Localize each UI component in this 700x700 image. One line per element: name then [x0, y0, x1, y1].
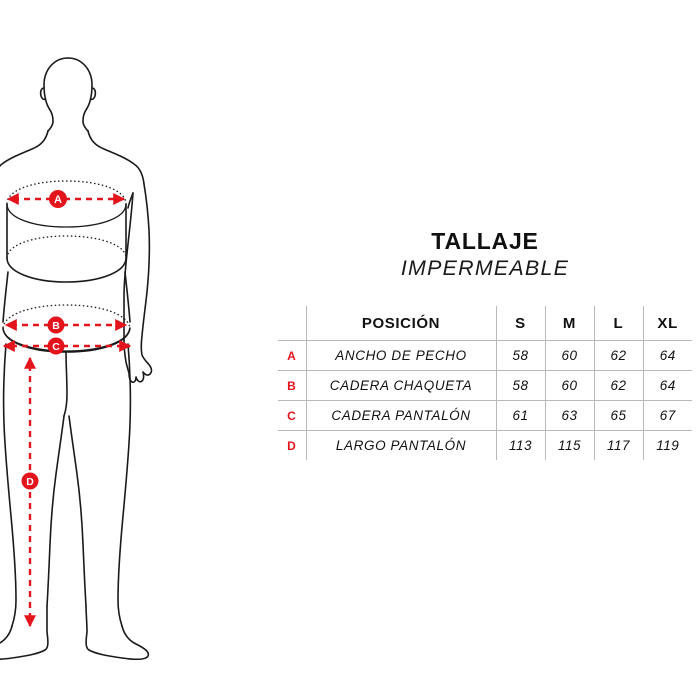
cell-c-xl: 67	[642, 400, 692, 431]
size-table-body: A ANCHO DE PECHO 58 60 62 64 B CADERA CH…	[278, 340, 692, 460]
cell-d-xl: 119	[642, 430, 692, 460]
measure-a-badge	[49, 190, 67, 208]
column-header-size-xl: XL	[642, 306, 692, 341]
measurement-line-b: B	[4, 316, 128, 334]
page-subtitle: IMPERMEABLE	[400, 257, 570, 280]
cell-c-l: 65	[593, 400, 644, 431]
cell-b-l: 62	[593, 370, 644, 401]
size-table-header: POSICIÓN S M L XL	[278, 306, 692, 341]
body-diagram: A B C D	[0, 57, 153, 661]
size-table: POSICIÓN S M L XL A ANCHO DE PECHO 58 60…	[278, 306, 692, 460]
measure-c-badge	[47, 337, 65, 355]
cell-c-s: 61	[495, 400, 546, 431]
column-header-position: POSICIÓN	[305, 306, 497, 341]
cell-d-m: 115	[544, 430, 595, 460]
cell-c-m: 63	[544, 400, 595, 431]
cell-b-xl: 64	[642, 370, 692, 401]
cell-b-m: 60	[544, 370, 595, 401]
row-key-b: B	[278, 370, 307, 401]
measure-b-label: B	[52, 320, 60, 332]
row-position-d: LARGO PANTALÓN	[305, 430, 497, 460]
measure-c-label: C	[52, 341, 60, 353]
page-title: TALLAJE	[431, 228, 539, 254]
row-position-c: CADERA PANTALÓN	[305, 400, 497, 431]
cell-b-s: 58	[495, 370, 546, 401]
table-header-row: POSICIÓN S M L XL	[278, 306, 692, 341]
measure-d-label: D	[26, 476, 34, 488]
row-key-d: D	[278, 430, 307, 460]
cell-a-xl: 64	[642, 340, 692, 371]
row-position-a: ANCHO DE PECHO	[305, 340, 497, 371]
row-position-b: CADERA CHAQUETA	[305, 370, 497, 401]
column-header-size-l: L	[593, 306, 644, 341]
row-key-a: A	[278, 340, 307, 371]
measure-b-badge	[47, 316, 65, 334]
column-header-key	[278, 306, 306, 341]
measurement-line-a: A	[6, 190, 126, 208]
cell-a-l: 62	[593, 340, 644, 371]
body-figure-panel: A B C D	[0, 0, 270, 700]
measurement-line-c: C	[2, 337, 132, 355]
measure-d-badge	[21, 472, 39, 490]
row-key-c: C	[278, 400, 307, 431]
table-row: D LARGO PANTALÓN 113 115 117 119	[278, 430, 692, 460]
cell-a-s: 58	[495, 340, 546, 371]
table-row: C CADERA PANTALÓN 61 63 65 67	[278, 400, 692, 431]
table-row: B CADERA CHAQUETA 58 60 62 64	[278, 370, 692, 401]
table-row: A ANCHO DE PECHO 58 60 62 64	[278, 340, 692, 371]
cell-a-m: 60	[544, 340, 595, 371]
measurement-line-d: D	[21, 356, 39, 628]
title-block: TALLAJE IMPERMEABLE	[270, 228, 700, 282]
cell-d-l: 117	[593, 430, 644, 460]
column-header-size-m: M	[544, 306, 595, 341]
cell-d-s: 113	[495, 430, 546, 460]
body-silhouette-outline	[0, 57, 153, 661]
measure-a-label: A	[54, 194, 62, 206]
sizing-chart-panel: TALLAJE IMPERMEABLE POSICIÓN S M L XL A …	[270, 0, 700, 700]
column-header-size-s: S	[495, 306, 546, 341]
